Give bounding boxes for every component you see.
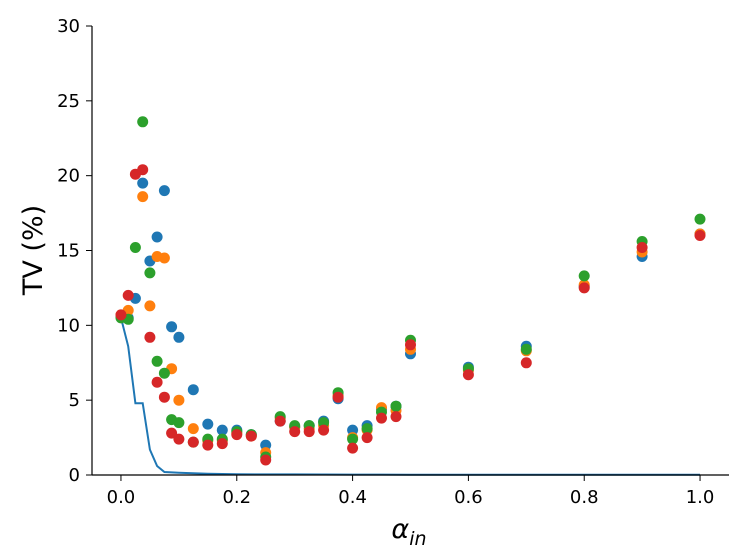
data-point: [158, 185, 170, 197]
data-point: [578, 282, 590, 294]
data-point: [578, 270, 590, 282]
data-point: [390, 400, 402, 412]
data-point: [137, 116, 149, 128]
y-tick-label: 20: [57, 166, 80, 187]
data-point: [520, 357, 532, 369]
data-point: [376, 412, 387, 424]
data-point: [122, 289, 134, 301]
data-point: [245, 430, 257, 442]
y-tick-label: 0: [69, 465, 80, 486]
y-tick-label: 10: [57, 315, 80, 336]
data-point: [361, 432, 373, 444]
data-point: [216, 424, 228, 436]
data-point: [158, 367, 170, 379]
data-point: [260, 454, 272, 466]
data-point: [289, 426, 301, 438]
data-point: [231, 429, 243, 441]
data-point: [158, 252, 170, 264]
data-point: [216, 438, 228, 450]
data-point: [137, 177, 149, 189]
x-axis-label: αin: [391, 514, 426, 550]
data-point: [151, 231, 163, 243]
data-point: [173, 433, 185, 445]
x-tick-label: 0.4: [338, 487, 367, 508]
data-point: [318, 424, 330, 436]
data-point: [151, 376, 163, 388]
data-point: [202, 418, 214, 430]
data-point: [202, 439, 214, 451]
data-point: [166, 427, 178, 439]
data-point: [187, 423, 199, 435]
y-tick-label: 25: [57, 91, 80, 112]
y-tick-label: 15: [57, 241, 80, 262]
data-point: [129, 242, 141, 253]
data-point: [332, 391, 344, 403]
data-point: [151, 355, 163, 367]
data-point: [173, 417, 185, 429]
data-point: [137, 191, 149, 203]
data-point: [694, 230, 706, 241]
x-axis-label-subscript: in: [409, 528, 426, 550]
data-point: [187, 436, 199, 448]
x-tick-label: 0.6: [454, 487, 483, 508]
data-point: [462, 369, 474, 381]
data-points: [115, 116, 706, 466]
data-point: [137, 164, 149, 176]
data-point: [303, 426, 315, 438]
data-point: [173, 394, 185, 406]
x-tick-label: 0.8: [570, 487, 599, 508]
data-point: [144, 267, 156, 279]
y-tick-label: 5: [69, 390, 80, 411]
data-point: [274, 415, 286, 427]
ticks: 0.0 0.2 0.4 0.6 0.8 1.0 0 5 10 15 20 25 30: [57, 16, 714, 508]
data-point: [187, 384, 199, 396]
data-point: [158, 391, 170, 403]
data-point: [405, 339, 416, 351]
data-point: [144, 300, 156, 312]
y-axis-label: TV (%): [18, 205, 49, 296]
axes: [91, 26, 729, 476]
data-point: [390, 411, 402, 423]
data-point: [347, 442, 359, 454]
data-point: [144, 331, 156, 343]
data-point: [361, 423, 373, 435]
data-point: [166, 321, 178, 333]
data-point: [347, 433, 359, 445]
x-tick-label: 1.0: [686, 487, 715, 508]
data-point: [173, 331, 185, 343]
y-tick-label: 30: [57, 16, 80, 37]
x-axis-label-main: α: [391, 514, 409, 545]
data-point: [636, 242, 648, 253]
x-tick-label: 0.2: [222, 487, 251, 508]
data-point: [520, 343, 532, 355]
data-point: [115, 309, 127, 321]
x-tick-label: 0.0: [107, 487, 136, 508]
data-point: [694, 213, 706, 225]
